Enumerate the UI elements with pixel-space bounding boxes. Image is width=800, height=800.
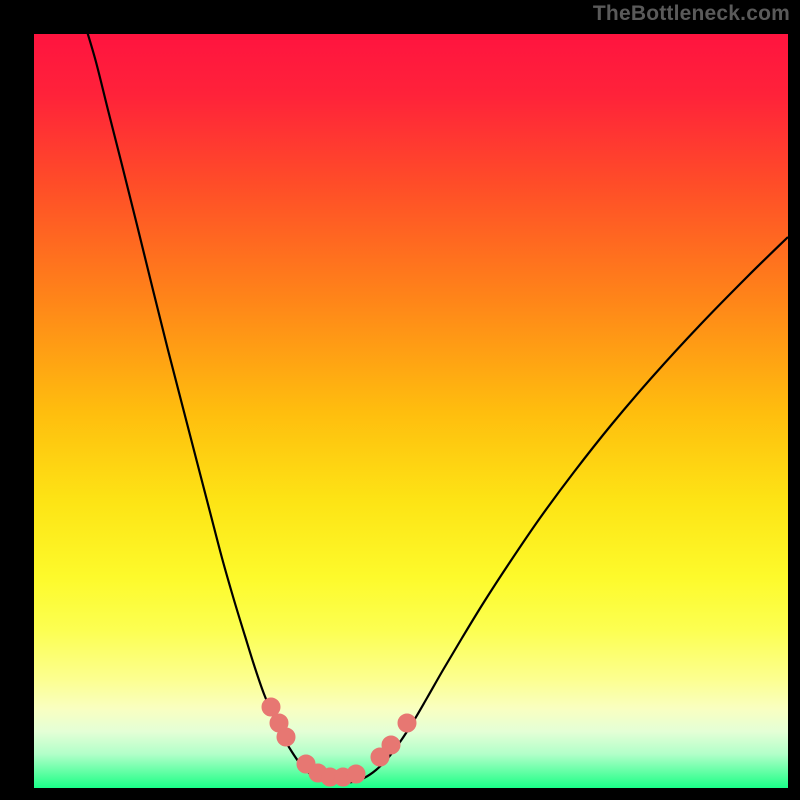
marker-point	[398, 714, 416, 732]
marker-point	[262, 698, 280, 716]
marker-point	[277, 728, 295, 746]
chart-svg	[0, 0, 800, 800]
marker-point	[382, 736, 400, 754]
marker-point	[347, 765, 365, 783]
figure-root: TheBottleneck.com	[0, 0, 800, 800]
plot-background	[34, 34, 788, 788]
